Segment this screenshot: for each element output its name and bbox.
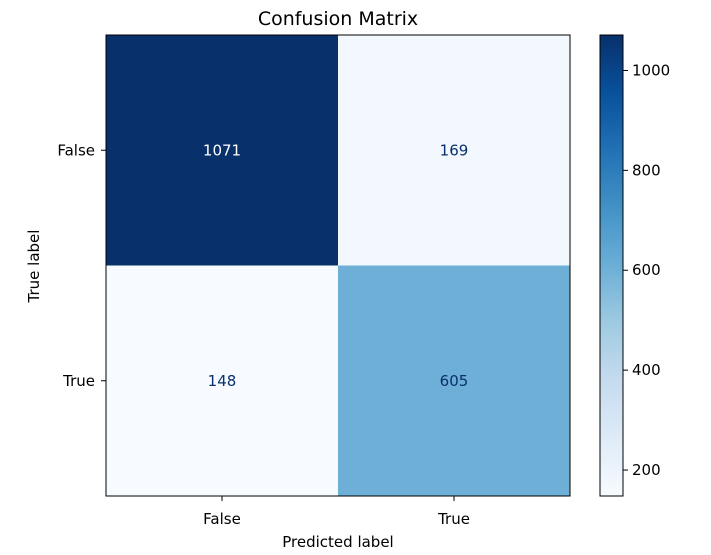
heatmap-cells — [106, 35, 571, 497]
colorbar-tick-label: 1000 — [632, 61, 670, 79]
x-tick-label: False — [203, 510, 241, 528]
x-axis-ticks: False True — [203, 496, 470, 528]
colorbar-ticks: 200 400 600 800 1000 — [623, 61, 670, 479]
y-axis-label: True label — [25, 230, 43, 304]
heatmap-cell — [106, 35, 339, 266]
heatmap-cell-labels: 1071 169 148 605 — [203, 141, 468, 390]
cell-value-label: 169 — [440, 141, 469, 159]
colorbar-tick-label: 800 — [632, 161, 661, 179]
cell-value-label: 148 — [208, 372, 237, 390]
cell-value-label: 605 — [440, 372, 469, 390]
colorbar — [599, 34, 624, 497]
cell-value-label: 1071 — [203, 141, 241, 159]
chart-title: Confusion Matrix — [258, 8, 418, 30]
colorbar-tick-label: 600 — [632, 261, 661, 279]
plot-frame — [105, 34, 571, 497]
y-axis-ticks: False True — [57, 141, 106, 390]
heatmap-cell — [106, 265, 339, 497]
x-axis-label: Predicted label — [282, 533, 393, 551]
heatmap-cell — [338, 35, 571, 266]
colorbar-tick-label: 200 — [632, 461, 661, 479]
colorbar-tick-label: 400 — [632, 361, 661, 379]
y-tick-label: False — [57, 141, 95, 159]
heatmap-cell — [338, 265, 571, 497]
y-tick-label: True — [62, 372, 95, 390]
x-tick-label: True — [437, 510, 470, 528]
